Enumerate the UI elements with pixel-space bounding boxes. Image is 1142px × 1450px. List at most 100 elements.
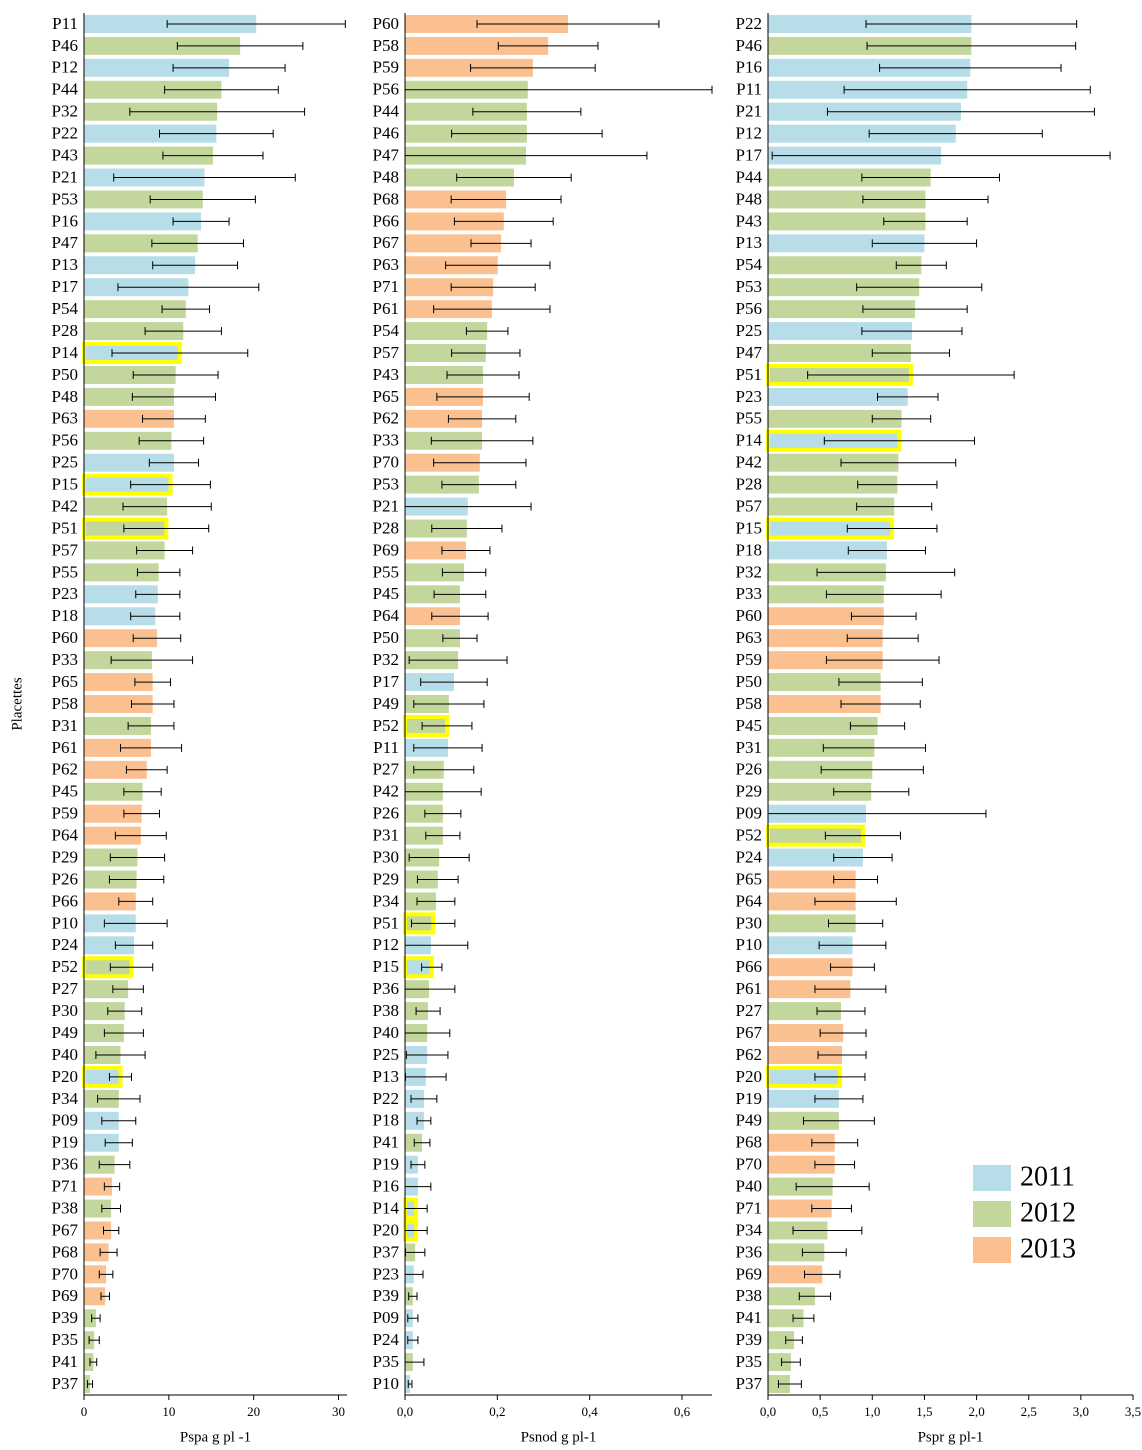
category-label: P46	[52, 36, 78, 55]
error-bar	[108, 1072, 133, 1081]
bar	[768, 497, 895, 516]
error-bar	[151, 239, 244, 248]
category-label: P50	[373, 628, 399, 647]
category-label: P35	[373, 1352, 399, 1371]
error-bar	[136, 568, 181, 577]
error-bar	[497, 41, 599, 50]
error-bar	[442, 634, 478, 643]
bar	[84, 234, 198, 253]
error-bar	[871, 414, 932, 423]
error-bar	[162, 151, 264, 160]
error-bar	[98, 1270, 114, 1279]
category-label: P63	[52, 409, 78, 428]
category-label: P30	[52, 1001, 78, 1020]
bar	[768, 1002, 841, 1021]
error-bar	[771, 151, 1111, 160]
error-bar	[456, 173, 572, 182]
error-bar	[433, 305, 551, 314]
error-bar	[425, 831, 461, 840]
error-bar	[865, 19, 1078, 28]
error-bar	[850, 612, 917, 621]
error-bar	[410, 1094, 438, 1103]
category-label: P25	[52, 453, 78, 472]
category-label: P52	[52, 957, 78, 976]
error-bar	[451, 129, 603, 138]
category-label: P60	[736, 606, 762, 625]
error-bar	[819, 1029, 867, 1038]
category-label: P29	[373, 869, 399, 888]
bar	[768, 848, 863, 867]
error-bar	[862, 305, 968, 314]
category-label: P67	[736, 1023, 763, 1042]
bar	[768, 475, 898, 494]
bar	[84, 936, 135, 955]
error-bar	[814, 897, 897, 906]
bar	[84, 453, 174, 472]
error-bar	[861, 173, 1001, 182]
error-bar	[833, 875, 878, 884]
bar	[84, 1221, 112, 1240]
bar	[84, 212, 202, 231]
error-bar	[148, 458, 200, 467]
error-bar	[833, 787, 910, 796]
category-label: P71	[736, 1198, 762, 1217]
legend-swatch	[973, 1165, 1011, 1191]
category-label: P49	[736, 1111, 762, 1130]
category-label: P36	[52, 1155, 78, 1174]
error-bar	[97, 1094, 141, 1103]
bar	[84, 1353, 94, 1372]
category-label: P17	[736, 145, 763, 164]
error-bar	[408, 1292, 418, 1301]
bar	[84, 541, 165, 560]
category-label: P52	[736, 826, 762, 845]
bar	[768, 212, 926, 231]
error-bar	[450, 283, 536, 292]
bar	[84, 826, 141, 845]
x-tick-label: 1,5	[916, 1404, 932, 1419]
bar	[768, 168, 931, 187]
error-bar	[123, 524, 210, 533]
error-bar	[413, 1138, 431, 1147]
category-label: P55	[52, 562, 78, 581]
category-label: P37	[736, 1374, 763, 1393]
error-bar	[447, 414, 517, 423]
category-label: P14	[736, 431, 763, 450]
error-bar	[818, 941, 887, 950]
category-label: P33	[52, 650, 78, 669]
x-tick-label: 0,5	[812, 1404, 828, 1419]
category-label: P47	[736, 343, 763, 362]
category-label: P63	[373, 255, 399, 274]
error-bar	[110, 656, 194, 665]
category-label: P40	[373, 1023, 399, 1042]
category-label: P27	[52, 979, 79, 998]
error-bar	[862, 195, 989, 204]
error-bar	[405, 502, 532, 511]
bar	[768, 1287, 815, 1306]
error-bar	[132, 634, 182, 643]
category-label: P69	[736, 1264, 762, 1283]
error-bar	[450, 195, 562, 204]
error-bar	[103, 1226, 120, 1235]
category-label: P23	[373, 1264, 399, 1283]
error-bar	[847, 546, 926, 555]
category-label: P68	[52, 1242, 78, 1261]
error-bar	[98, 1160, 131, 1169]
category-label: P11	[736, 80, 762, 99]
category-label: P44	[52, 80, 79, 99]
legend-swatch	[973, 1201, 1011, 1227]
category-label: P13	[52, 255, 78, 274]
category-label: P39	[373, 1286, 399, 1305]
category-label: P45	[52, 782, 78, 801]
error-bar	[430, 436, 534, 445]
category-label: P38	[52, 1198, 78, 1217]
bar	[84, 365, 176, 384]
bar	[768, 673, 881, 692]
error-bar	[871, 349, 950, 358]
bar	[84, 300, 186, 319]
error-bar	[446, 370, 520, 379]
legend-label: 2013	[1020, 1233, 1076, 1264]
bar	[84, 980, 129, 999]
category-label: P21	[52, 167, 78, 186]
category-label: P45	[736, 716, 762, 735]
bar	[84, 782, 143, 801]
